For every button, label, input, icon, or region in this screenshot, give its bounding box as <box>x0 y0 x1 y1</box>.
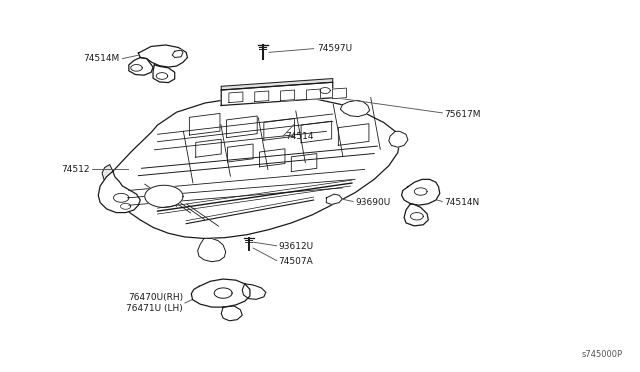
Polygon shape <box>291 154 317 171</box>
Text: 74514M: 74514M <box>83 54 119 63</box>
Polygon shape <box>401 179 440 205</box>
Polygon shape <box>264 119 294 140</box>
Polygon shape <box>198 238 226 262</box>
Polygon shape <box>145 185 183 208</box>
Polygon shape <box>307 89 321 100</box>
Polygon shape <box>340 100 370 116</box>
Text: 74512: 74512 <box>61 165 90 174</box>
Polygon shape <box>153 65 175 83</box>
Text: 93612U: 93612U <box>278 243 314 251</box>
Polygon shape <box>414 188 427 195</box>
Polygon shape <box>196 139 221 157</box>
Text: 74514: 74514 <box>285 132 314 141</box>
Polygon shape <box>172 50 183 58</box>
Text: 76470U(RH): 76470U(RH) <box>128 293 183 302</box>
Text: 75617M: 75617M <box>444 109 481 119</box>
Polygon shape <box>301 121 332 143</box>
Polygon shape <box>214 288 232 298</box>
Polygon shape <box>259 149 285 167</box>
Polygon shape <box>120 203 131 209</box>
Polygon shape <box>156 73 168 79</box>
Text: 74507A: 74507A <box>278 257 314 266</box>
Text: 76471U (LH): 76471U (LH) <box>126 304 183 313</box>
Text: 93690U: 93690U <box>355 198 390 207</box>
Polygon shape <box>410 212 423 220</box>
Polygon shape <box>221 306 243 321</box>
Polygon shape <box>326 194 342 205</box>
Polygon shape <box>131 64 142 71</box>
Polygon shape <box>113 193 129 202</box>
Polygon shape <box>404 204 428 226</box>
Polygon shape <box>102 164 113 182</box>
Polygon shape <box>389 131 408 147</box>
Polygon shape <box>221 82 333 106</box>
Polygon shape <box>221 78 333 90</box>
Polygon shape <box>228 144 253 162</box>
Polygon shape <box>243 284 266 299</box>
Polygon shape <box>191 279 250 307</box>
Polygon shape <box>129 58 153 75</box>
Polygon shape <box>332 88 346 99</box>
Polygon shape <box>320 87 330 93</box>
Polygon shape <box>138 45 188 67</box>
Text: 74597U: 74597U <box>317 44 352 53</box>
Text: 74514N: 74514N <box>444 198 479 207</box>
Polygon shape <box>255 91 269 102</box>
Polygon shape <box>227 116 257 138</box>
Polygon shape <box>229 92 243 103</box>
Polygon shape <box>111 96 399 238</box>
Polygon shape <box>339 124 369 145</box>
Polygon shape <box>99 171 140 212</box>
Text: s745000P: s745000P <box>582 350 623 359</box>
Polygon shape <box>280 90 294 100</box>
Polygon shape <box>189 113 220 135</box>
